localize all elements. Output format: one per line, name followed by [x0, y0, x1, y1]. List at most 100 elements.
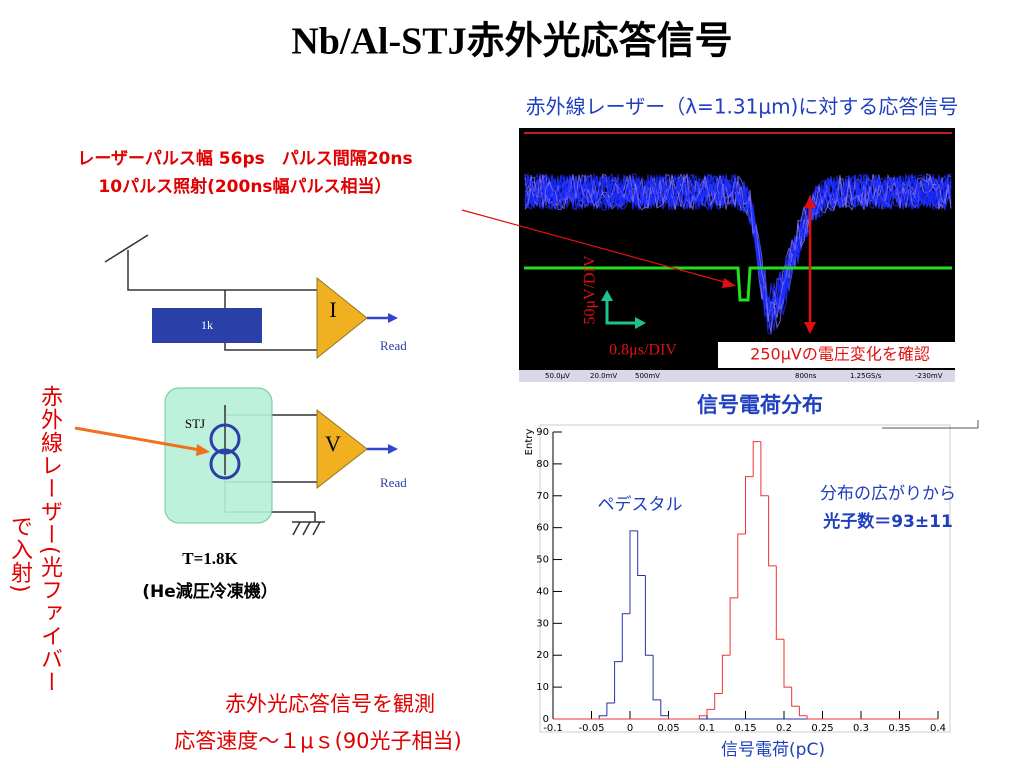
laser-arrow-head	[196, 444, 210, 456]
x-tick-label: 0.3	[853, 723, 869, 734]
fiber-label: 赤外線レーザー(光ファイバー	[37, 385, 62, 694]
x-tick-label: 0.2	[776, 723, 792, 734]
amplitude-arrow-head	[804, 196, 816, 208]
histogram-bin	[698, 715, 707, 719]
histogram-bin	[806, 715, 815, 720]
scope-arrow-head	[722, 278, 736, 288]
histogram-title: 信号電荷分布	[697, 393, 823, 417]
x-tick-label: 0.25	[811, 723, 833, 734]
y-tick-label: 20	[536, 650, 549, 661]
laser-note: レーザーパルス幅 56ps パルス間隔20ns	[77, 148, 412, 169]
scope-status: 800ns	[795, 372, 817, 380]
amp-label: V	[325, 431, 341, 456]
scope-screen	[519, 128, 955, 382]
histogram-bin	[706, 708, 715, 716]
amplitude-arrow-head	[804, 322, 816, 334]
x-tick-label: 0.1	[699, 723, 715, 734]
stj-symbol	[209, 423, 241, 455]
scope-status: 20.0mV	[590, 372, 617, 380]
annotation: ペデスタル	[598, 494, 683, 515]
histogram-bin	[798, 706, 808, 717]
scope-status: 1.25GS/s	[850, 372, 882, 380]
x-axis-label: 信号電荷(pC)	[721, 740, 825, 760]
annotation-bg	[718, 342, 958, 368]
scope-arrow	[461, 209, 729, 284]
x-tick-label: 0.05	[657, 723, 679, 734]
scope-caption: 赤外線レーザー（λ=1.31μm)に対する応答信号	[526, 95, 959, 119]
histogram-bin	[729, 597, 738, 656]
y-tick-label: 80	[536, 459, 549, 470]
histogram-bin	[760, 441, 769, 497]
y-tick-label: 60	[536, 523, 549, 534]
histogram-bin	[598, 715, 607, 719]
laser-arrow	[74, 426, 201, 452]
read-arrows	[367, 313, 398, 454]
scope-status-bar	[519, 370, 955, 382]
histogram-bin	[721, 654, 731, 694]
div-arrow	[605, 298, 638, 325]
scope-trace	[524, 172, 952, 317]
y-tick-label: 10	[536, 682, 549, 693]
histogram-bin	[652, 655, 661, 701]
histogram-bin	[714, 692, 723, 710]
y-tick-label: 40	[536, 586, 549, 597]
read-label: Read	[380, 475, 407, 490]
scope-annotation: 250μVの電圧変化を確認	[750, 345, 930, 364]
histogram-bin	[606, 702, 615, 716]
conclusion: 応答速度～１μｓ(90光子相当)	[174, 729, 461, 753]
histogram-bin	[614, 661, 623, 704]
histogram-bin	[644, 575, 654, 656]
scope-status: 50.0μV	[545, 372, 570, 380]
cryostat: (He減圧冷凍機）	[142, 581, 278, 602]
stj-box	[164, 387, 273, 524]
histogram-bin	[783, 639, 792, 688]
laser-note: 10パルス照射(200ns幅パルス相当）	[98, 176, 391, 197]
slide-title: Nb/Al-STJ赤外光応答信号	[291, 21, 732, 63]
amplifier	[316, 408, 368, 490]
scope-traces: 50μV/DIV 0.8μs/DIV 250μVの電圧変化を確認 50.0μV 20.0…	[461, 132, 958, 380]
scope-trace	[524, 173, 952, 317]
scope-status: -230mV	[915, 372, 943, 380]
amp-label: I	[329, 297, 336, 322]
y-tick-label: 90	[536, 427, 549, 438]
conclusion: 赤外光応答信号を観測	[225, 692, 435, 716]
annotation: 光子数＝93±11	[822, 511, 953, 532]
amplifier	[316, 276, 368, 360]
y-tick-label: 50	[536, 555, 549, 566]
x-tick-label: -0.05	[579, 723, 605, 734]
fiber-label: で入射)	[7, 515, 32, 594]
scope-trace	[524, 266, 952, 302]
x-tick-label: 0.35	[888, 723, 910, 734]
div-arrow-head	[635, 317, 646, 329]
temperature: T=1.8K	[182, 549, 238, 568]
y-tick-label: 0	[543, 714, 549, 725]
histogram-bin	[637, 530, 646, 576]
histogram-bin	[768, 495, 777, 567]
scope-hdiv: 0.8μs/DIV	[609, 342, 677, 359]
x-tick-label: 0	[627, 723, 633, 734]
stj-label: STJ	[185, 416, 205, 431]
histogram-bin	[737, 533, 746, 598]
annotation: 分布の広がりから	[820, 484, 956, 504]
histogram-bin	[752, 441, 761, 477]
y-tick-label: 30	[536, 618, 549, 629]
histogram-bin	[745, 476, 754, 535]
stj-symbol	[209, 448, 241, 480]
x-tick-label: 0.4	[930, 723, 946, 734]
read-label: Read	[380, 338, 407, 353]
y-axis-label: Entry	[524, 429, 535, 456]
scope-vdiv: 50μV/DIV	[582, 255, 599, 324]
scope-status: 500mV	[635, 372, 660, 380]
x-tick-label: 0.15	[734, 723, 756, 734]
histogram-bin	[791, 687, 800, 707]
histogram-bin	[621, 613, 630, 662]
histogram-bin	[629, 530, 638, 614]
x-tick-label: -0.1	[543, 723, 563, 734]
histogram-bin	[775, 565, 784, 640]
y-tick-label: 70	[536, 491, 549, 502]
histogram-frame	[539, 424, 951, 733]
resistor	[152, 308, 262, 343]
histogram-bin	[660, 699, 669, 717]
